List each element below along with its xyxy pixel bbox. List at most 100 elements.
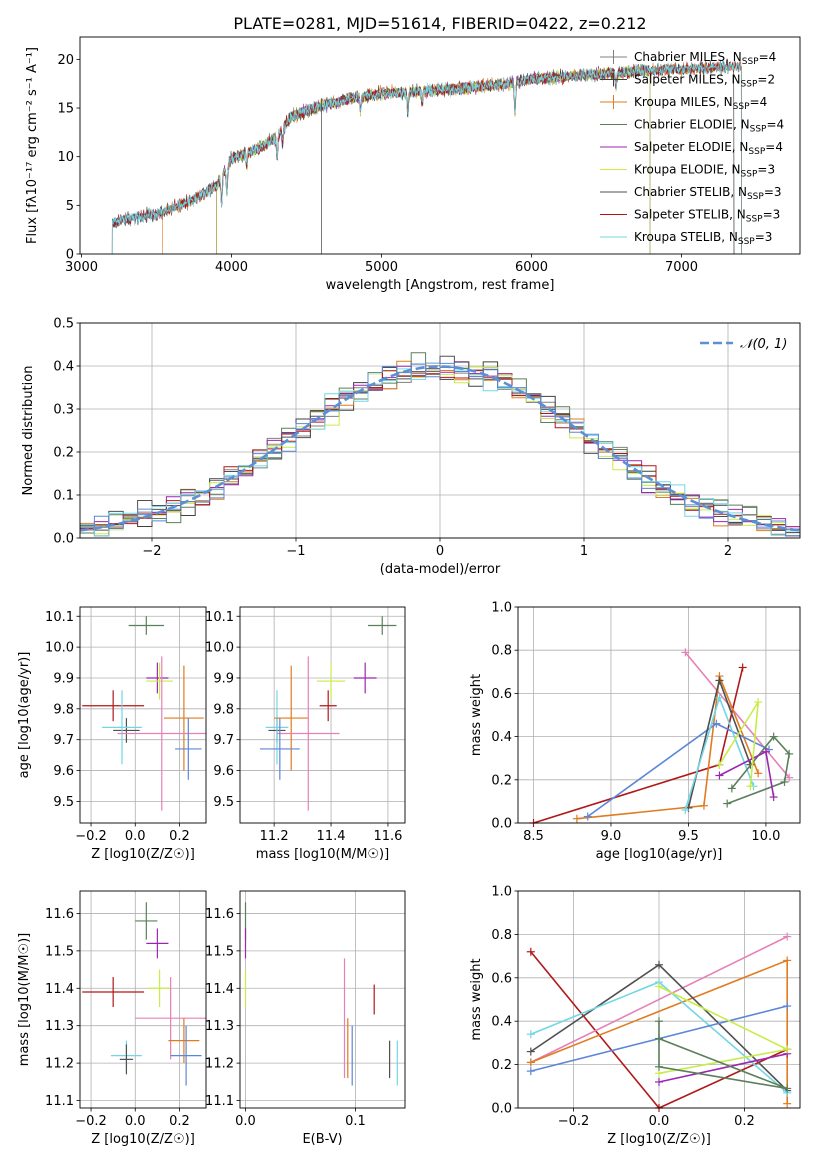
y-tick-label: 9.9	[53, 671, 74, 686]
y-tick-label: 5	[66, 199, 74, 214]
y-tick-label: 0.8	[491, 928, 512, 943]
weight-line	[684, 651, 790, 779]
axes-frame	[79, 36, 801, 255]
y-axis-label: mass [log10(M/M☉)]	[17, 933, 32, 1066]
x-tick-label: 8.5	[523, 829, 544, 844]
y-tick-label: 11.5	[205, 944, 234, 959]
errorbar-point	[117, 656, 206, 811]
x-tick-label: 11.4	[317, 829, 346, 844]
errorbar-point	[82, 977, 145, 1007]
errorbar-point	[148, 969, 171, 1007]
x-tick-label: 0	[436, 544, 444, 559]
errorbar-point	[353, 662, 377, 694]
x-tick-label: 0.2	[169, 829, 190, 844]
x-tick-label: 9.0	[601, 829, 622, 844]
y-tick-label: 0.2	[53, 446, 74, 461]
y-tick-label: 0.2	[491, 1058, 512, 1073]
y-axis-label: Flux [fλ10⁻¹⁷ erg cm⁻² s⁻¹ A⁻¹]	[25, 47, 40, 244]
x-tick-label: 0.0	[125, 829, 146, 844]
x-tick-label: 6000	[515, 260, 548, 275]
axes-age-vs-Z: −0.2 0.0 0.2 9.5 9.6 9.7 9.8 9.9 10.0 10.1 Z [log1…	[17, 606, 207, 862]
x-tick-label: 4000	[215, 260, 248, 275]
x-tick-label: 11.6	[373, 829, 402, 844]
y-tick-label: 0.0	[491, 817, 512, 832]
x-axis-label: age [log10(age/yr)]	[596, 847, 723, 862]
weight-line	[658, 1021, 788, 1090]
legend-label: Chabrier STELIB, NSSP=3	[634, 185, 782, 202]
axes-residuals: −2 −1 0 1 2 0.0 0.1 0.2 0.3 0.4 0.5 (data-model)/er…	[21, 317, 801, 577]
y-tick-label: 0.6	[491, 971, 512, 986]
x-tick-label: 0.2	[169, 1114, 190, 1129]
y-tick-label: 11.1	[205, 1094, 234, 1109]
y-tick-label: 9.8	[213, 702, 234, 717]
errorbar-point	[265, 690, 289, 765]
x-tick-label: 2	[724, 544, 732, 559]
x-tick-label: 3000	[65, 260, 98, 275]
y-axis-label: age [log10(age/yr)]	[17, 652, 32, 779]
legend-label: 𝒩(0, 1)	[740, 337, 787, 352]
y-axis-label: mass weight	[469, 674, 484, 756]
y-tick-label: 0.8	[491, 644, 512, 659]
weight-line	[684, 695, 755, 811]
y-tick-label: 0.1	[53, 489, 74, 504]
y-tick-label: 11.5	[45, 944, 74, 959]
y-tick-label: 11.1	[45, 1094, 74, 1109]
normal-curve	[79, 365, 801, 532]
x-tick-label: 0.0	[649, 1114, 670, 1129]
errorbar-point	[113, 718, 140, 743]
x-axis-label: mass [log10(M/M☉)]	[256, 847, 389, 862]
errorbar-point	[175, 718, 202, 780]
errorbar-point	[146, 662, 173, 700]
x-tick-label: 0.1	[345, 1114, 366, 1129]
errorbar-point	[170, 1025, 202, 1086]
axes-weight-vs-Z: −0.2 0.0 0.2 0.0 0.2 0.4 0.6 0.8 1.0 Z [log10(Z/Z…	[469, 885, 801, 1147]
y-tick-label: 9.9	[213, 671, 234, 686]
errorbar-point	[168, 1018, 200, 1064]
legend-label: Salpeter ELODIE, NSSP=4	[634, 140, 783, 157]
errorbar-point	[319, 690, 337, 722]
axes-frame	[79, 606, 207, 824]
y-axis-label: mass weight	[469, 958, 484, 1040]
x-tick-label: −2	[142, 544, 161, 559]
x-tick-label: 1	[580, 544, 588, 559]
y-tick-label: 0.0	[53, 532, 74, 547]
residual-histogram	[80, 362, 800, 537]
y-tick-label: 10.0	[205, 641, 234, 656]
legend-label: Kroupa ELODIE, NSSP=3	[634, 163, 775, 180]
figure-title: PLATE=0281, MJD=51614, FIBERID=0422, z=0…	[233, 14, 646, 33]
y-tick-label: 1.0	[491, 885, 512, 900]
y-tick-label: 9.8	[53, 702, 74, 717]
y-tick-label: 10.1	[45, 610, 74, 625]
axes-mass-vs-Z: −0.2 0.0 0.2 11.1 11.2 11.3 11.4 11.5 11.6 Z [log…	[17, 890, 207, 1147]
errorbar-point	[128, 616, 164, 635]
errorbar-point	[82, 690, 145, 722]
errorbar-point	[135, 902, 158, 940]
y-tick-label: 11.4	[45, 982, 74, 997]
x-tick-label: −0.2	[75, 1114, 107, 1129]
errorbar-point	[146, 928, 169, 959]
y-tick-label: 9.6	[53, 764, 74, 779]
x-tick-label: 7000	[665, 260, 698, 275]
y-tick-label: 11.4	[205, 982, 234, 997]
errorbar-point	[119, 1044, 134, 1075]
legend-label: Kroupa MILES, NSSP=4	[634, 95, 767, 112]
x-axis-label: Z [log10(Z/Z☉)]	[91, 1132, 195, 1147]
y-tick-label: 0.4	[491, 1015, 512, 1030]
x-tick-label: 5000	[365, 260, 398, 275]
axes-spectrum: 3000 4000 5000 6000 7000 0 5 10 15 20 wavelength […	[25, 36, 801, 293]
legend-label: Kroupa STELIB, NSSP=3	[634, 230, 772, 247]
x-tick-label: −1	[286, 544, 305, 559]
errorbar-point	[259, 718, 300, 780]
y-tick-label: 0.0	[491, 1102, 512, 1117]
x-axis-label: Z [log10(Z/Z☉)]	[91, 847, 195, 862]
x-axis-label: E(B-V)	[302, 1132, 342, 1147]
axes-frame	[239, 890, 406, 1109]
y-tick-label: 9.6	[213, 764, 234, 779]
y-tick-label: 10.0	[45, 641, 74, 656]
weight-line	[587, 722, 770, 818]
x-axis-label: Z [log10(Z/Z☉)]	[607, 1132, 711, 1147]
x-tick-label: 10.0	[751, 829, 780, 844]
legend-label: Salpeter MILES, NSSP=2	[634, 73, 775, 90]
y-tick-label: 11.3	[205, 1019, 234, 1034]
y-tick-label: 11.2	[45, 1057, 74, 1072]
